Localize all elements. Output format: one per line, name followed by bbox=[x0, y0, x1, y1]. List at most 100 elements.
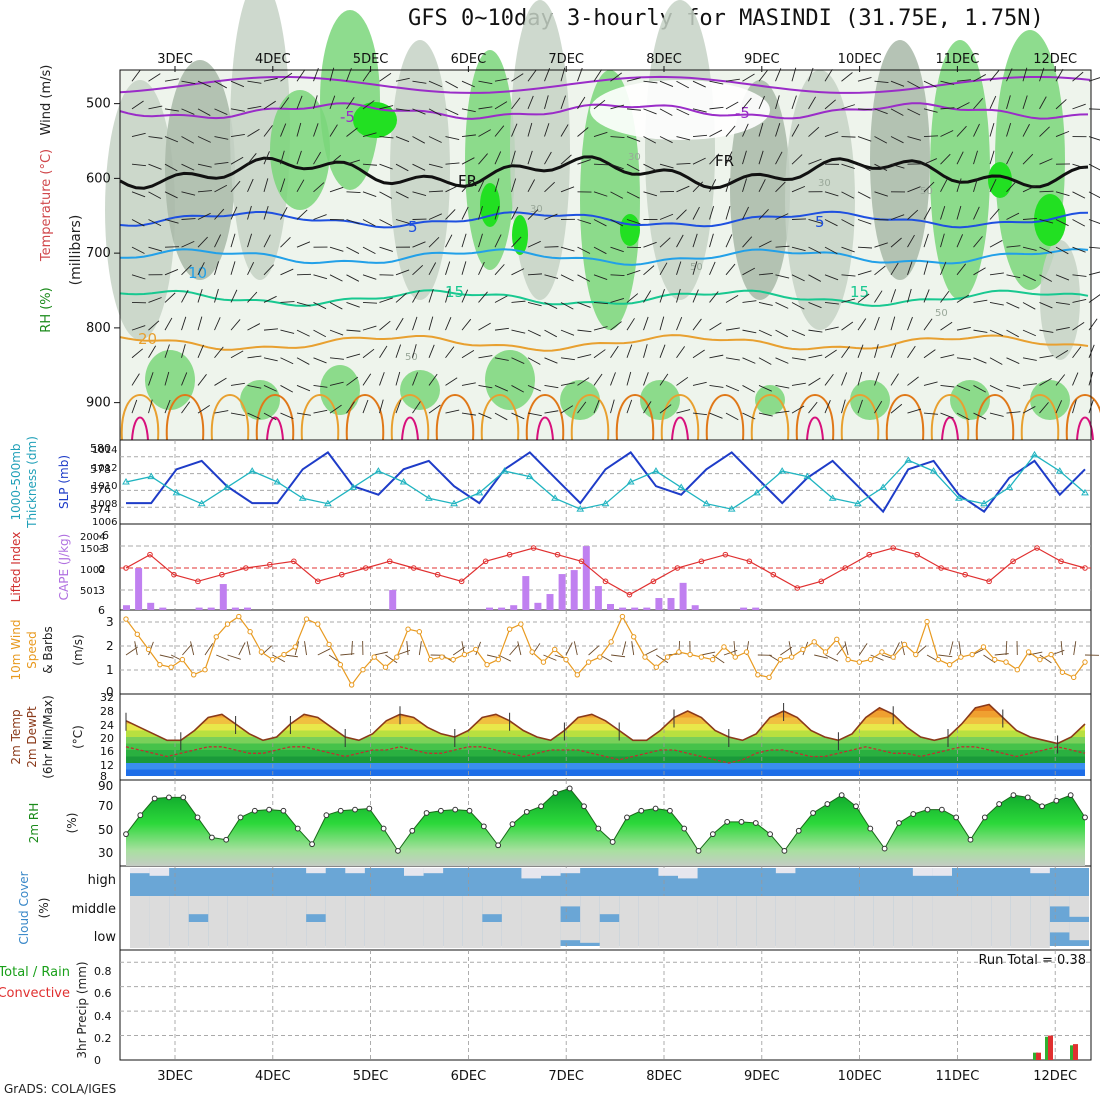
wind-barb bbox=[824, 69, 833, 82]
wind-barb bbox=[247, 412, 261, 420]
wind-barb bbox=[791, 218, 807, 220]
wind-speed-marker bbox=[980, 644, 987, 650]
isotherm-5 bbox=[119, 210, 1089, 229]
wind-barb bbox=[164, 78, 179, 82]
cloud-gap-low bbox=[1049, 922, 1070, 933]
wind-speed-marker bbox=[822, 649, 829, 655]
wind-barb bbox=[775, 329, 789, 338]
thickness-marker bbox=[904, 456, 913, 463]
wind-speed-marker bbox=[236, 613, 242, 620]
wind-barb bbox=[742, 178, 747, 192]
cloud-gap-middle bbox=[893, 896, 913, 922]
wind-barb bbox=[709, 261, 716, 275]
isotherm-cell-warm bbox=[266, 416, 284, 441]
wind-barb bbox=[494, 264, 505, 276]
wind-barb bbox=[511, 73, 524, 82]
wind-speed-marker bbox=[473, 646, 479, 653]
wind-barb bbox=[610, 104, 625, 110]
wind-barb bbox=[131, 325, 146, 331]
wind-barb bbox=[593, 191, 608, 197]
wind-barb bbox=[923, 289, 930, 303]
wind-barb bbox=[725, 385, 740, 392]
wind-barb bbox=[445, 377, 458, 386]
lifted-index-marker bbox=[962, 571, 968, 578]
cloud-gap-middle bbox=[912, 896, 933, 922]
cloud-gap-low bbox=[619, 922, 639, 948]
cape-bar bbox=[691, 605, 699, 610]
wind-barb bbox=[841, 246, 855, 253]
rh-marker bbox=[996, 801, 1003, 807]
wind-barb bbox=[676, 136, 691, 141]
wind-speed-marker bbox=[653, 664, 659, 670]
rh-tick-label: 70 bbox=[98, 799, 113, 813]
thickness-marker bbox=[1005, 483, 1014, 490]
wind-barb bbox=[923, 349, 936, 359]
cloud-gap-middle bbox=[932, 896, 952, 922]
temp-band bbox=[126, 756, 1085, 763]
wind-barb bbox=[989, 240, 1003, 248]
rh-marker bbox=[738, 818, 745, 825]
wind-barb-10m bbox=[272, 654, 286, 663]
thickness-marker bbox=[727, 505, 736, 512]
wind-barb bbox=[907, 408, 922, 414]
wind-barb bbox=[461, 412, 476, 416]
cloud-gap-low bbox=[541, 922, 561, 948]
wind-barb bbox=[1006, 212, 1020, 220]
cloud-gap-low bbox=[834, 922, 855, 948]
wind-barb bbox=[1022, 185, 1036, 193]
wind-barb bbox=[247, 80, 262, 84]
wind-barb bbox=[148, 219, 162, 227]
cloud-gap-low bbox=[267, 922, 287, 948]
cape-bar bbox=[123, 605, 130, 610]
wind-barb bbox=[709, 80, 724, 85]
wind-barb bbox=[1039, 355, 1054, 359]
wind-barb bbox=[1006, 329, 1020, 338]
wind-barb bbox=[131, 399, 138, 414]
wind-barb bbox=[494, 357, 509, 361]
wind-barb bbox=[164, 269, 179, 276]
rh-marker bbox=[495, 842, 502, 849]
wind-barb bbox=[428, 404, 441, 414]
wind-barb bbox=[445, 288, 450, 303]
wind-barb bbox=[841, 372, 848, 386]
wind-speed-marker bbox=[913, 651, 919, 658]
wind-barb bbox=[692, 412, 707, 416]
wind-barb bbox=[181, 316, 187, 331]
isotherm-cell bbox=[975, 394, 1015, 441]
cape-bar bbox=[522, 576, 530, 610]
wind-barb bbox=[148, 246, 163, 252]
cape-bar bbox=[534, 602, 542, 610]
wind-barb bbox=[989, 272, 1004, 276]
wind-barb bbox=[857, 191, 871, 199]
lifted-index-marker bbox=[219, 571, 225, 578]
cloud-gap-low bbox=[795, 922, 815, 948]
wind-barb bbox=[296, 385, 311, 392]
thickness-marker bbox=[450, 499, 458, 507]
wind-barb bbox=[362, 348, 375, 359]
thickness-marker bbox=[652, 467, 660, 474]
lifted-index-marker bbox=[506, 551, 513, 558]
rh-shade-blob bbox=[240, 380, 280, 420]
wind-barb bbox=[181, 80, 196, 85]
wind-barb-10m bbox=[631, 641, 635, 656]
wind-barb bbox=[626, 163, 640, 172]
wind-barb bbox=[296, 329, 310, 337]
cloud-gap-low bbox=[580, 922, 600, 943]
contour-label: 10 bbox=[188, 264, 207, 282]
wind-barb bbox=[329, 357, 344, 360]
contour-label: 30 bbox=[818, 178, 831, 189]
wind-barb bbox=[824, 274, 839, 281]
cloud-layer-label: middle bbox=[72, 902, 116, 917]
wind-barb bbox=[742, 357, 756, 364]
wind-barb-10m bbox=[565, 642, 573, 656]
cloud-gap-middle bbox=[834, 896, 855, 922]
wind-barb bbox=[709, 384, 724, 388]
wind-barb bbox=[973, 178, 978, 192]
rh-marker bbox=[1010, 792, 1017, 799]
wind-barb bbox=[841, 219, 855, 227]
wind-barb bbox=[478, 129, 491, 137]
wind-barb bbox=[280, 150, 285, 165]
cape-bar bbox=[667, 598, 675, 610]
cloud-gap-middle bbox=[678, 896, 698, 922]
isotherm-cell bbox=[120, 394, 160, 441]
